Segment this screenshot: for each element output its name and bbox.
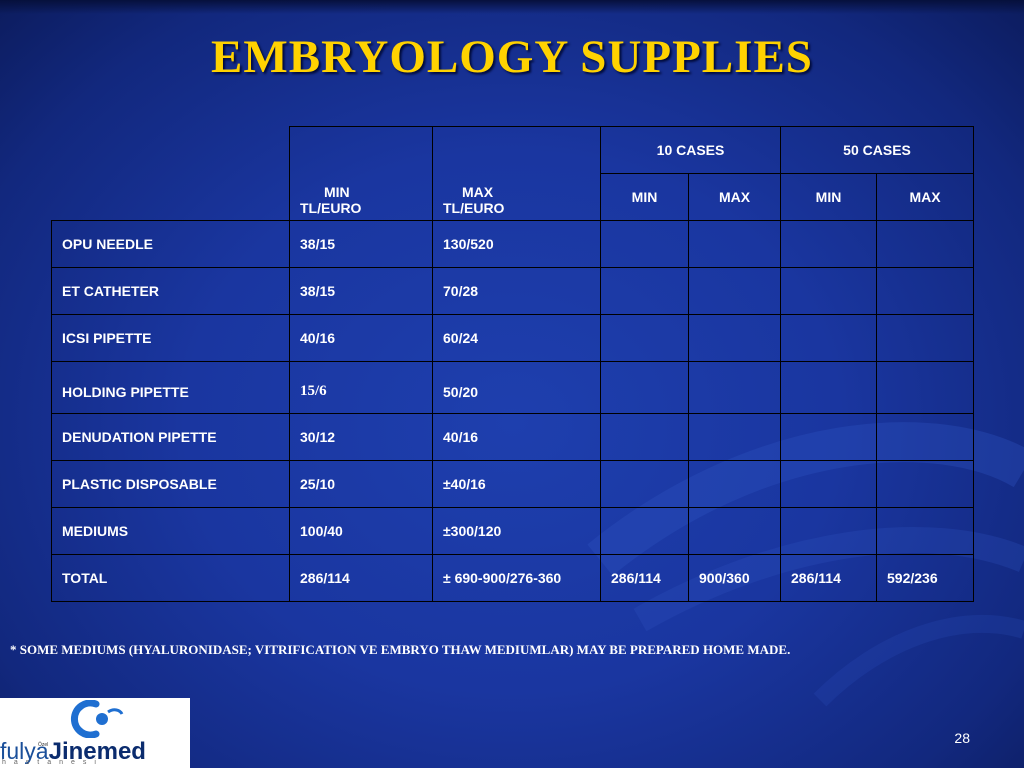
header-max-label: MAX — [462, 184, 494, 200]
cell-10-max — [687, 413, 782, 461]
cell-min: 38/15 — [289, 220, 433, 268]
cell-50-max — [876, 314, 975, 362]
cell-50-min — [780, 361, 878, 414]
cell-50-min — [780, 267, 878, 315]
header-row-subcols: MIN MAX MIN MAX — [52, 173, 975, 221]
table-row-et-catheter: ET CATHETER 38/15 70/28 — [51, 267, 975, 315]
row-label: MEDIUMS — [51, 507, 290, 555]
cell-max: ± 690-900/276-360 — [432, 554, 601, 602]
table-row-total: TOTAL 286/114 ± 690-900/276-360 286/114 … — [51, 554, 975, 602]
cell-max: 130/520 — [432, 220, 601, 268]
cell-50-max — [876, 413, 975, 461]
cell-50-max — [876, 460, 975, 508]
row-label: ICSI PIPETTE — [51, 314, 290, 362]
header-min-unit: TL/EURO — [300, 200, 362, 216]
logo-subtitle: hastanesi — [2, 759, 104, 766]
table-row-holding-pipette: HOLDING PIPETTE 15/6 50/20 — [51, 361, 975, 414]
row-label: HOLDING PIPETTE — [51, 361, 290, 414]
cell-10-max — [687, 314, 782, 362]
row-label: DENUDATION PIPETTE — [51, 413, 290, 461]
header-min-tl-euro: MIN TL/EURO — [289, 126, 433, 221]
header-50-min: MIN — [780, 173, 878, 221]
logo-prefix-text: Özel — [38, 742, 49, 748]
cell-50-min — [780, 460, 878, 508]
cell-min: 286/114 — [289, 554, 433, 602]
header-50-max: MAX — [876, 173, 975, 221]
cell-10-min — [600, 361, 689, 414]
cell-10-min — [600, 507, 689, 555]
cell-min: 30/12 — [289, 413, 433, 461]
page-number: 28 — [954, 730, 970, 746]
cell-min: 40/16 — [289, 314, 433, 362]
logo-fulya-text: fulya — [0, 738, 49, 764]
cell-min: 25/10 — [289, 460, 433, 508]
cell-10-min — [600, 220, 689, 268]
row-label: OPU NEEDLE — [51, 220, 290, 268]
logo-wordmark: fulyaJinemed — [0, 738, 190, 766]
header-row-groups: MIN TL/EURO MAX TL/EURO 10 CASES 50 CASE… — [51, 126, 975, 221]
cell-10-max — [687, 460, 782, 508]
row-label: TOTAL — [51, 554, 290, 602]
logo-emblem-icon — [71, 700, 124, 738]
table-row-icsi-pipette: ICSI PIPETTE 40/16 60/24 — [51, 314, 975, 362]
cell-10-min — [600, 460, 689, 508]
header-50-cases: 50 CASES — [780, 126, 975, 174]
cell-50-min — [780, 220, 878, 268]
cell-10-min — [600, 314, 689, 362]
cell-50-max — [876, 220, 975, 268]
cell-10-min: 286/114 — [600, 554, 689, 602]
header-corner-cell — [51, 126, 290, 221]
cell-10-min — [600, 413, 689, 461]
cell-min: 15/6 — [289, 361, 433, 414]
row-label: ET CATHETER — [51, 267, 290, 315]
table-row-mediums: MEDIUMS 100/40 ±300/120 — [51, 507, 975, 555]
cell-max: 40/16 — [432, 413, 601, 461]
supplies-table: MIN TL/EURO MAX TL/EURO 10 CASES 50 CASE… — [51, 126, 975, 602]
cell-50-min — [780, 314, 878, 362]
cell-50-min: 286/114 — [780, 554, 878, 602]
cell-50-max: 592/236 — [876, 554, 975, 602]
header-min-label: MIN — [324, 184, 350, 200]
header-max-tl-euro: MAX TL/EURO — [432, 126, 601, 221]
table-row-opu-needle: OPU NEEDLE 38/15 130/520 — [51, 220, 975, 268]
cell-50-min — [780, 413, 878, 461]
cell-50-max — [876, 361, 975, 414]
cell-50-min — [780, 507, 878, 555]
cell-min: 100/40 — [289, 507, 433, 555]
cell-50-max — [876, 507, 975, 555]
top-shadow-bar — [0, 0, 1024, 14]
cell-10-min — [600, 267, 689, 315]
header-10-min: MIN — [600, 173, 689, 221]
cell-min: 38/15 — [289, 267, 433, 315]
cell-10-max — [687, 220, 782, 268]
header-max-unit: TL/EURO — [443, 200, 505, 216]
footnote: * SOME MEDIUMS (HYALURONIDASE; VITRIFICA… — [10, 642, 791, 657]
cell-max: 60/24 — [432, 314, 601, 362]
logo-jinemed-text: Jinemed — [48, 738, 146, 765]
cell-max: 70/28 — [432, 267, 601, 315]
row-label: PLASTIC DISPOSABLE — [51, 460, 290, 508]
slide-title: EMBRYOLOGY SUPPLIES — [211, 31, 813, 83]
table-row-plastic-disposable: PLASTIC DISPOSABLE 25/10 ±40/16 — [51, 460, 975, 508]
cell-max: 50/20 — [432, 361, 601, 414]
cell-10-max — [687, 361, 782, 414]
table-row-denudation-pipette: DENUDATION PIPETTE 30/12 40/16 — [51, 413, 975, 461]
hospital-logo: Özel fulyaJinemed hastanesi — [0, 698, 190, 768]
cell-max: ±40/16 — [432, 460, 601, 508]
cell-10-max — [687, 507, 782, 555]
cell-max: ±300/120 — [432, 507, 601, 555]
header-10-cases: 10 CASES — [599, 126, 782, 174]
header-10-max: MAX — [687, 173, 782, 221]
cell-50-max — [876, 267, 975, 315]
cell-10-max — [687, 267, 782, 315]
cell-10-max: 900/360 — [687, 554, 782, 602]
